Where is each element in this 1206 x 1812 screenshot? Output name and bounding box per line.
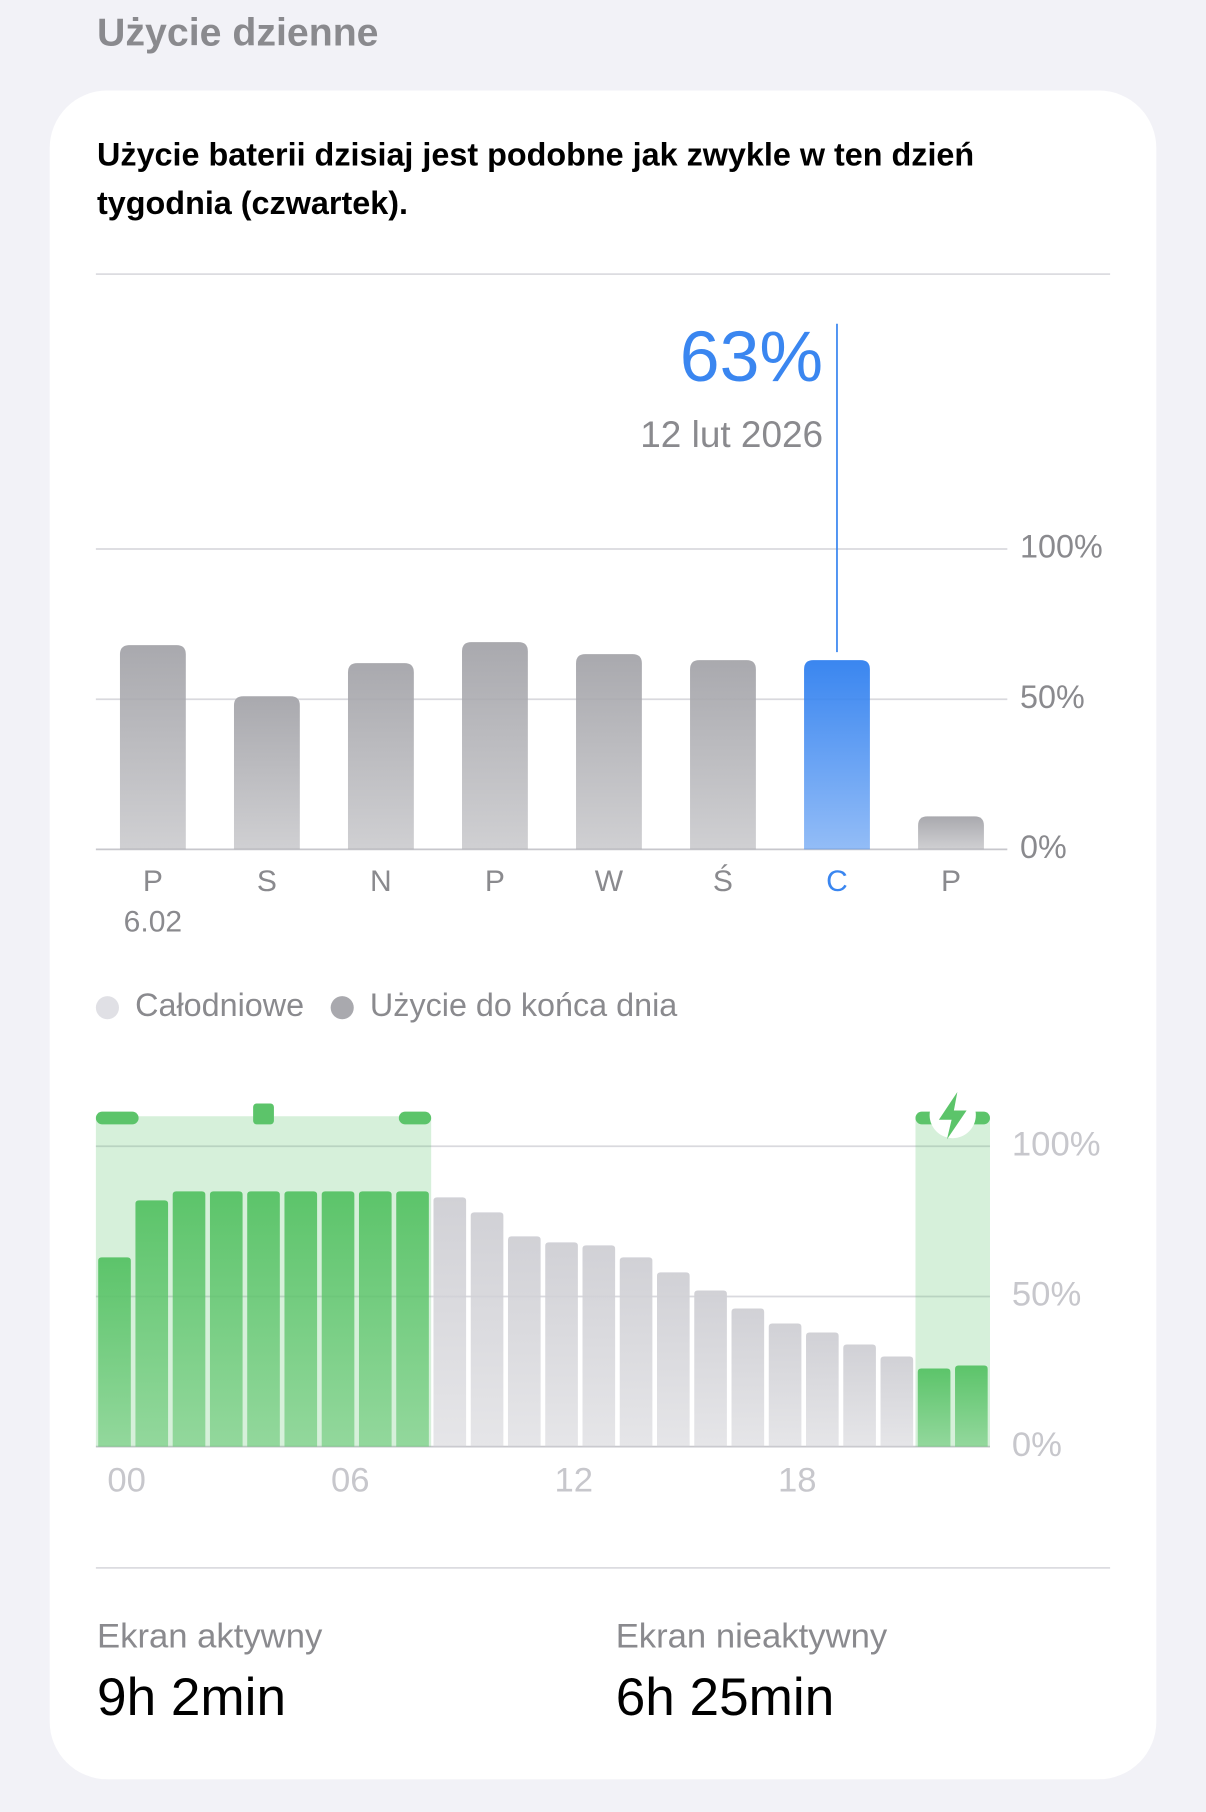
- bar: [119, 645, 186, 850]
- stat-value: 6h 25min: [616, 1668, 835, 1727]
- card: [49, 90, 1157, 1780]
- bar: [657, 1272, 690, 1447]
- bar: [880, 1356, 914, 1447]
- charging-mid: [253, 1103, 274, 1125]
- bar: [209, 1191, 243, 1447]
- legend-label: Całodniowe: [135, 987, 304, 1023]
- x-tick-label: 12: [554, 1462, 593, 1500]
- bar: [358, 1191, 392, 1447]
- bar: [694, 1290, 727, 1447]
- x-tick-sublabel: 6.02: [124, 905, 182, 938]
- charging-cap: [95, 1111, 139, 1125]
- summary: Użycie baterii dzisiaj jest podobne jak …: [97, 136, 975, 221]
- bar: [172, 1191, 206, 1447]
- bar: [433, 1197, 467, 1447]
- section-title: Użycie dzienne: [97, 10, 378, 54]
- bar: [768, 1323, 802, 1447]
- bar: [582, 1245, 616, 1447]
- stat-label: Ekran aktywny: [97, 1618, 323, 1656]
- bar: [284, 1191, 318, 1447]
- bar: [396, 1191, 429, 1447]
- callout-date: 12 lut 2026: [640, 414, 823, 455]
- bar: [233, 696, 300, 850]
- bar: [321, 1191, 355, 1447]
- y-tick-label: 100%: [1020, 529, 1103, 565]
- x-tick-label: N: [370, 865, 392, 898]
- bar: [690, 660, 756, 850]
- stat-value: 9h 2min: [97, 1668, 286, 1727]
- y-tick-label: 50%: [1020, 679, 1085, 715]
- legend-swatch: [330, 996, 354, 1020]
- bar: [135, 1200, 169, 1447]
- bar: [731, 1308, 765, 1447]
- bar: [545, 1242, 578, 1447]
- callout-value: 63%: [680, 317, 823, 397]
- bar: [507, 1236, 541, 1447]
- x-tick-label: P: [941, 865, 961, 898]
- bar: [917, 1368, 951, 1447]
- bar: [843, 1344, 876, 1447]
- charging-cap: [398, 1111, 432, 1125]
- x-tick-label: 18: [778, 1462, 817, 1500]
- x-tick-label: P: [143, 865, 163, 898]
- legend-label: Użycie do końca dnia: [370, 987, 677, 1023]
- x-tick-label: Ś: [713, 864, 733, 898]
- x-tick-label: S: [257, 865, 277, 898]
- bar: [347, 663, 414, 850]
- x-tick-label: 00: [107, 1462, 146, 1500]
- bar: [247, 1191, 280, 1447]
- bar: [955, 1365, 988, 1447]
- bar: [918, 816, 984, 850]
- charging-icon: [938, 1091, 967, 1140]
- bar: [470, 1212, 504, 1447]
- bar: [804, 660, 870, 850]
- bar: [462, 642, 528, 850]
- summary-box: Użycie baterii dzisiaj jest podobne jak …: [97, 136, 975, 221]
- x-tick-label: W: [595, 865, 624, 898]
- y-tick-label: 50%: [1012, 1276, 1081, 1314]
- bar: [619, 1257, 653, 1447]
- x-tick-label: 06: [331, 1462, 370, 1500]
- legend-swatch: [95, 996, 119, 1020]
- x-tick-label: P: [485, 865, 505, 898]
- stat-label: Ekran nieaktywny: [616, 1618, 888, 1656]
- bar: [806, 1332, 839, 1447]
- y-tick-label: 100%: [1012, 1125, 1101, 1163]
- bar: [98, 1257, 131, 1447]
- y-tick-label: 0%: [1012, 1426, 1062, 1464]
- bar: [576, 654, 642, 850]
- x-tick-label: C: [826, 865, 848, 898]
- y-tick-label: 0%: [1020, 829, 1067, 865]
